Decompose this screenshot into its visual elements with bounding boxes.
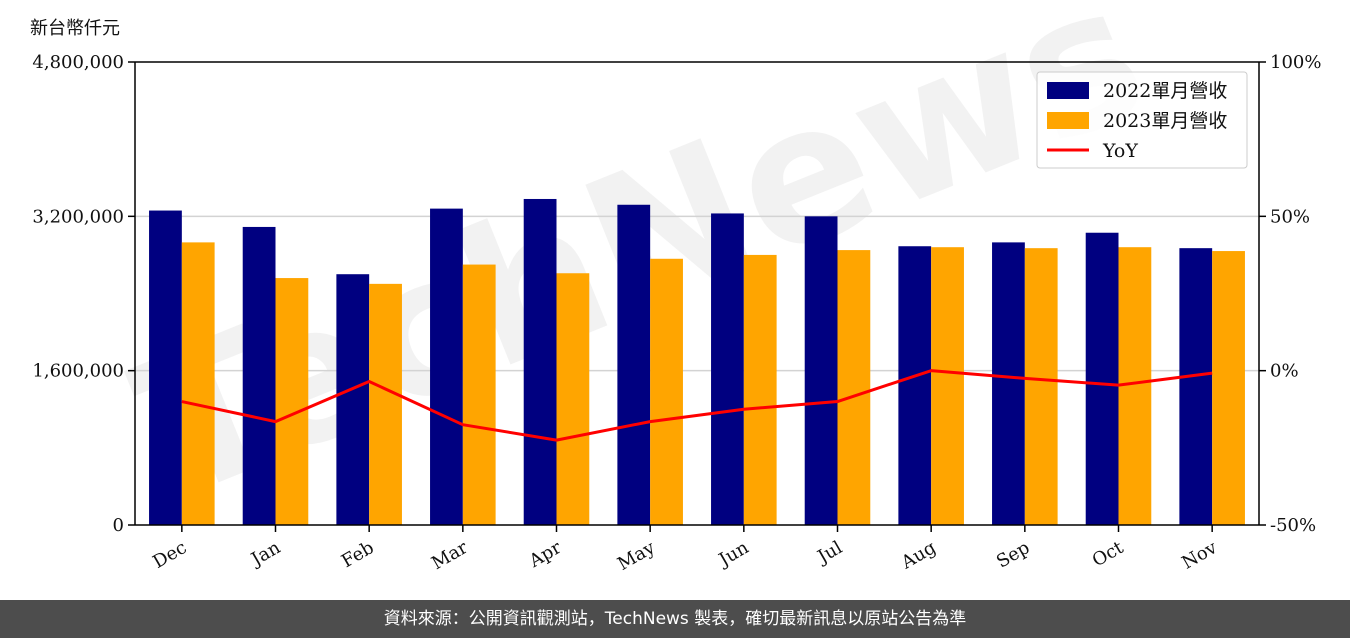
bar-2023-jun bbox=[743, 254, 777, 525]
bar-2022-apr bbox=[523, 198, 557, 526]
left-tick-label: 0 bbox=[113, 515, 124, 536]
x-tick-label-nov: Nov bbox=[1178, 537, 1221, 574]
x-tick-label-mar: Mar bbox=[428, 537, 472, 574]
bar-2022-aug bbox=[898, 246, 932, 525]
bar-2022-jun bbox=[711, 213, 744, 526]
x-tick-label-sep: Sep bbox=[993, 537, 1033, 572]
x-tick-label-feb: Feb bbox=[338, 537, 378, 572]
yoy-line bbox=[181, 369, 1213, 442]
legend-box bbox=[1036, 71, 1248, 169]
y-axis-unit-label: 新台幣仟元 bbox=[30, 18, 120, 39]
bar-2023-feb bbox=[369, 283, 402, 525]
grid-layer bbox=[135, 215, 1259, 372]
yoy-line-layer bbox=[181, 369, 1213, 442]
x-tick-label-apr: Apr bbox=[525, 537, 565, 572]
x-tick-label-aug: Aug bbox=[897, 537, 940, 574]
bar-2022-sep bbox=[992, 242, 1025, 526]
bar-2022-jan bbox=[242, 226, 276, 525]
chart-area: TechNews 01,600,0003,200,0004,800,000-50… bbox=[32, 0, 1321, 575]
legend-swatch-2023 bbox=[1047, 112, 1089, 129]
bar-2022-mar bbox=[430, 208, 463, 525]
bar-2022-may bbox=[617, 204, 651, 525]
legend: 2022單月營收 2023單月營收 YoY bbox=[1036, 71, 1248, 169]
bar-2023-aug bbox=[931, 247, 964, 525]
right-tick-label: -50% bbox=[1270, 515, 1316, 536]
bar-2023-jan bbox=[275, 278, 309, 525]
source-footer: 資料來源：公開資訊觀測站，TechNews 製表，確切最新訊息以原站公告為準 bbox=[0, 600, 1350, 638]
bar-2022-nov bbox=[1179, 248, 1213, 525]
bar-2023-sep bbox=[1024, 248, 1058, 525]
right-tick-label: 50% bbox=[1270, 206, 1310, 227]
bar-2023-dec bbox=[181, 242, 215, 526]
x-tick-label-oct: Oct bbox=[1089, 537, 1128, 572]
bar-2022-dec bbox=[149, 210, 182, 525]
bar-2023-may bbox=[650, 258, 683, 525]
left-tick-label: 1,600,000 bbox=[32, 361, 124, 382]
bar-2023-nov bbox=[1212, 251, 1245, 525]
right-tick-label: 100% bbox=[1270, 52, 1321, 73]
x-tick-label-jan: Jan bbox=[246, 537, 284, 571]
bar-2023-oct bbox=[1118, 247, 1152, 525]
legend-label-2023: 2023單月營收 bbox=[1103, 110, 1227, 132]
bar-2023-jul bbox=[837, 250, 871, 525]
x-tick-label-jul: Jul bbox=[812, 537, 846, 569]
bar-2022-oct bbox=[1085, 232, 1119, 525]
bars-layer bbox=[149, 198, 1245, 526]
x-tick-label-dec: Dec bbox=[149, 537, 190, 573]
legend-label-yoy: YoY bbox=[1102, 140, 1138, 162]
bar-2023-apr bbox=[556, 273, 590, 525]
left-tick-label: 3,200,000 bbox=[32, 206, 124, 227]
legend-label-2022: 2022單月營收 bbox=[1103, 80, 1227, 102]
x-tick-label-jun: Jun bbox=[714, 537, 753, 572]
left-tick-label: 4,800,000 bbox=[32, 52, 124, 73]
bar-2022-jul bbox=[804, 216, 838, 526]
bar-2023-mar bbox=[462, 264, 496, 525]
x-tick-label-may: May bbox=[614, 537, 659, 575]
legend-swatch-2022 bbox=[1047, 82, 1089, 99]
right-tick-label: 0% bbox=[1270, 361, 1299, 382]
bar-2022-feb bbox=[336, 274, 370, 525]
